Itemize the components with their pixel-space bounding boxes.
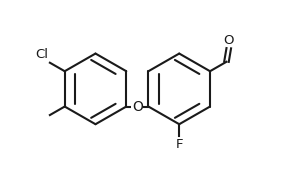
Text: F: F xyxy=(176,138,183,151)
Text: O: O xyxy=(223,34,234,47)
Text: Cl: Cl xyxy=(36,48,49,61)
Text: O: O xyxy=(132,100,143,114)
